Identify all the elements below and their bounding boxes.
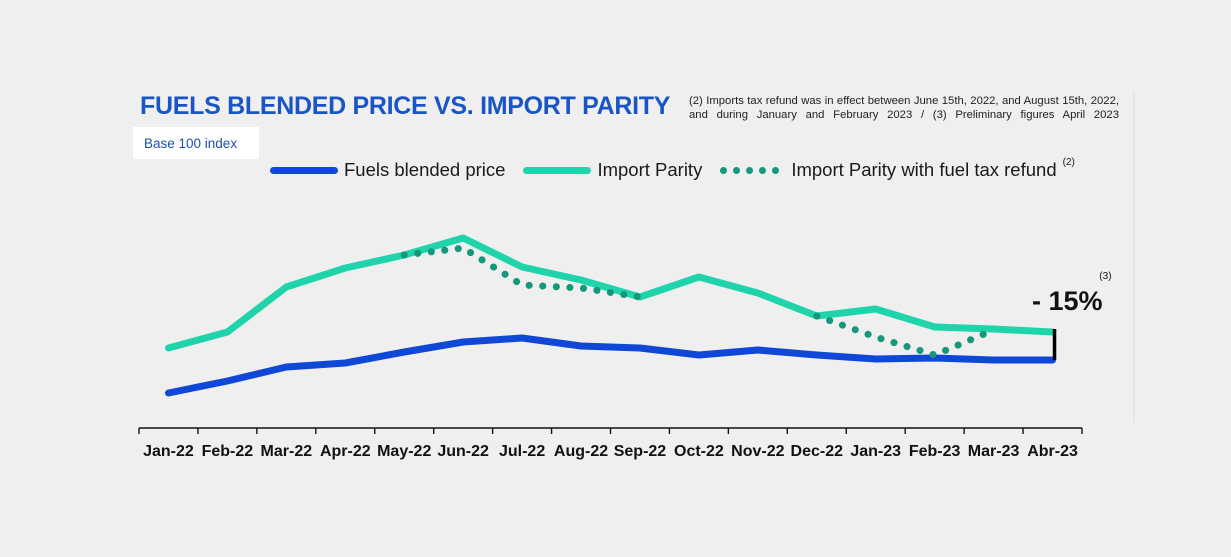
- series-line-dotted: [813, 312, 998, 359]
- legend-item-import-parity-refund: Import Parity with fuel tax refund (2): [720, 156, 1075, 181]
- x-tick-label: Jul-22: [499, 443, 545, 460]
- panel-edge: [1133, 92, 1135, 422]
- series-import-parity: [165, 234, 1056, 352]
- series-group: [165, 234, 1056, 397]
- difference-superscript: (3): [1099, 271, 1111, 282]
- x-tick-label: Jan-22: [143, 443, 194, 460]
- legend-item-import-parity: Import Parity: [523, 159, 702, 181]
- legend-swatch-blue-line: [270, 166, 338, 174]
- legend-swatch-dotted: [720, 166, 785, 174]
- legend-label: Import Parity: [597, 159, 703, 180]
- x-tick-label: Sep-22: [614, 443, 667, 460]
- series-line: [165, 334, 1056, 397]
- chart-subtitle: Base 100 index: [144, 136, 238, 151]
- annotation-group: - 15% (3): [1032, 271, 1112, 360]
- x-tick-label: Aug-22: [554, 443, 608, 460]
- legend: Fuels blended price Import Parity Import…: [270, 157, 1075, 183]
- footnote: (2) Imports tax refund was in effect bet…: [689, 95, 1119, 121]
- legend-swatch-teal-line: [523, 166, 592, 174]
- series-import-parity-with-fuel-tax-refund: [400, 244, 998, 359]
- x-tick-label: Jun-22: [437, 443, 489, 460]
- x-tick-label: Oct-22: [674, 443, 724, 460]
- x-tick-label: May-22: [377, 443, 431, 460]
- legend-item-fuels-blended-price: Fuels blended price: [270, 159, 505, 181]
- series-line-dotted: [400, 244, 644, 301]
- x-tick-label: Mar-22: [261, 443, 313, 460]
- x-tick-label: Feb-22: [202, 443, 254, 460]
- x-axis: Jan-22 Feb-22 Mar-22 Apr-22 May-22 Jun-22 Jul-…: [138, 427, 1083, 460]
- x-tick-label: Dec-22: [791, 443, 844, 460]
- x-tick-label: Feb-23: [909, 443, 961, 460]
- series-line: [165, 234, 1056, 352]
- legend-label: Import Parity with fuel tax refund: [791, 159, 1057, 180]
- subtitle-box: Base 100 index: [133, 127, 259, 159]
- legend-label: Fuels blended price: [344, 159, 506, 180]
- x-tick-label: Apr-22: [320, 443, 371, 460]
- chart-title: FUELS BLENDED PRICE VS. IMPORT PARITY: [140, 92, 671, 120]
- series-fuels-blended-price: [165, 334, 1056, 397]
- difference-label: - 15%: [1032, 286, 1103, 316]
- legend-superscript: (2): [1062, 156, 1075, 168]
- x-tick-label: Mar-23: [968, 443, 1020, 460]
- x-tick-label: Jan-23: [850, 443, 901, 460]
- x-tick-label: Abr-23: [1027, 443, 1078, 460]
- x-tick-label: Nov-22: [731, 443, 784, 460]
